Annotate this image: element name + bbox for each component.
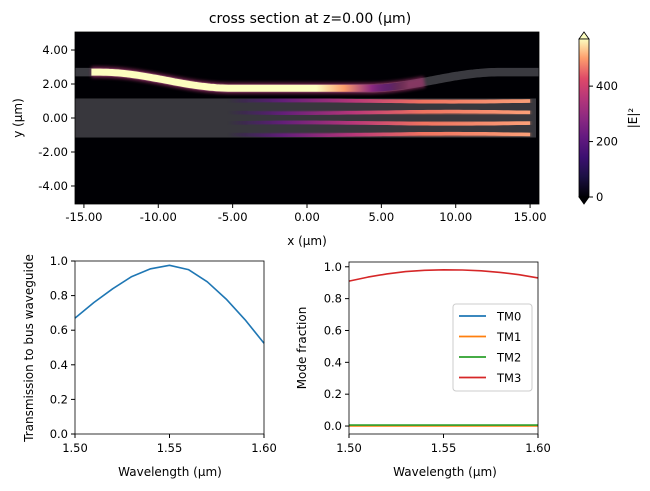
y-tick-label: 0.2 bbox=[324, 387, 342, 401]
x-tick-label: 1.55 bbox=[431, 441, 457, 455]
mode-lobe bbox=[217, 109, 531, 115]
y-tick-label: 2.00 bbox=[42, 77, 68, 91]
legend-label-tm0: TM0 bbox=[496, 310, 521, 324]
plot-area bbox=[75, 261, 264, 434]
x-tick-label: 1.50 bbox=[336, 441, 362, 455]
y-tick-label: 1.0 bbox=[50, 254, 68, 268]
y-tick-label: 0.4 bbox=[324, 355, 342, 369]
x-tick-label: 1.60 bbox=[525, 441, 551, 455]
heatmap-xlabel: x (μm) bbox=[287, 234, 327, 248]
x-tick-label: -15.00 bbox=[65, 210, 102, 224]
x-tick-label: 1.55 bbox=[157, 441, 183, 455]
transmission-xlabel: Wavelength (μm) bbox=[118, 465, 222, 479]
heatmap-plot bbox=[75, 32, 539, 204]
heatmap-ylabel: y (μm) bbox=[11, 98, 25, 138]
x-tick-label: 5.00 bbox=[369, 210, 395, 224]
bus-field bbox=[91, 68, 426, 92]
legend-box bbox=[452, 303, 533, 392]
colorbar-gradient bbox=[578, 38, 590, 198]
y-tick-label: 0.6 bbox=[324, 323, 342, 337]
series-line bbox=[74, 264, 265, 344]
y-tick-label: 0.2 bbox=[50, 392, 68, 406]
legend-label-tm1: TM1 bbox=[496, 330, 521, 344]
legend: TM0 TM1 TM2 TM3 bbox=[452, 303, 533, 392]
x-tick-label: -10.00 bbox=[140, 210, 177, 224]
mode-lobe bbox=[217, 98, 531, 104]
mode-lobe bbox=[217, 120, 531, 126]
series-line-tm3 bbox=[348, 269, 539, 282]
colorbar-tick-label: 0 bbox=[596, 190, 603, 204]
mode-fraction-xlabel: Wavelength (μm) bbox=[393, 465, 497, 479]
colorbar: 0 200 400 bbox=[578, 31, 618, 205]
transmission-ylabel: Transmission to bus waveguide bbox=[22, 254, 36, 443]
colorbar-label: |E|² bbox=[626, 108, 640, 129]
y-tick-label: -2.00 bbox=[38, 145, 68, 159]
x-tick-label: -5.00 bbox=[218, 210, 248, 224]
x-tick-label: 0.00 bbox=[294, 210, 320, 224]
heatmap-axes: -15.00 -10.00 -5.00 0.00 5.00 10.00 15.00 4.00 2… bbox=[38, 43, 546, 224]
x-tick-label: 15.00 bbox=[514, 210, 547, 224]
y-tick-label: 1.0 bbox=[324, 260, 342, 274]
y-tick-label: 0.6 bbox=[50, 323, 68, 337]
y-tick-label: 4.00 bbox=[42, 43, 68, 57]
x-tick-label: 1.60 bbox=[251, 441, 277, 455]
colorbar-tick-label: 200 bbox=[596, 135, 618, 149]
legend-label-tm3: TM3 bbox=[496, 371, 521, 385]
y-tick-label: 0.00 bbox=[42, 111, 68, 125]
y-tick-label: 0.8 bbox=[324, 292, 342, 306]
legend-label-tm2: TM2 bbox=[496, 351, 521, 365]
y-tick-label: -4.00 bbox=[38, 179, 68, 193]
colorbar-tick-label: 400 bbox=[596, 79, 618, 93]
y-tick-label: 0.8 bbox=[50, 289, 68, 303]
x-tick-label: 10.00 bbox=[439, 210, 472, 224]
x-tick-label: 1.50 bbox=[62, 441, 88, 455]
y-tick-label: 0.0 bbox=[324, 419, 342, 433]
y-tick-label: 0.0 bbox=[50, 427, 68, 441]
heatmap-title: cross section at z=0.00 (μm) bbox=[209, 11, 411, 27]
colorbar-extend-min bbox=[578, 196, 590, 205]
transmission-plot: 1.50 1.55 1.60 0.0 0.2 0.4 0.6 0.8 1.0 bbox=[50, 254, 277, 455]
mode-lobe bbox=[217, 131, 531, 138]
colorbar-extend-max bbox=[578, 31, 590, 40]
mode-fraction-ylabel: Mode fraction bbox=[295, 307, 309, 390]
y-tick-label: 0.4 bbox=[50, 358, 68, 372]
